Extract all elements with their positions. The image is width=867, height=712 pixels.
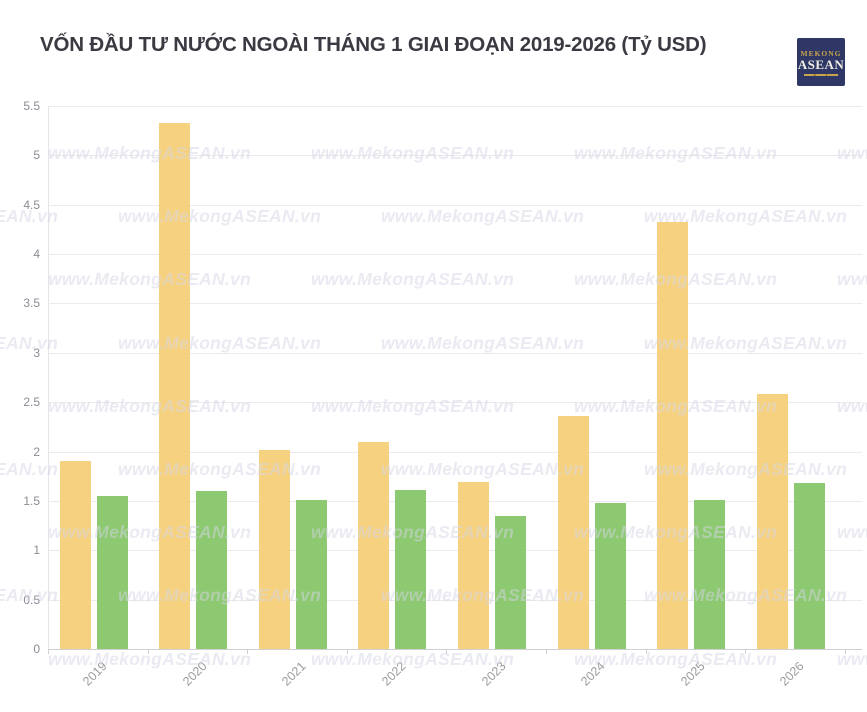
y-tick-label: 2 xyxy=(33,444,40,459)
y-tick-label: 0.5 xyxy=(23,592,40,607)
bar-2022-yellow-series[interactable] xyxy=(358,441,390,649)
x-axis-tick xyxy=(346,649,348,654)
bar-2025-green-series[interactable] xyxy=(694,499,726,649)
y-tick-label: 3 xyxy=(33,345,40,360)
y-tick-label: 5.5 xyxy=(23,99,40,113)
bar-2021-green-series[interactable] xyxy=(295,499,327,649)
x-tick-label: 2024 xyxy=(578,659,608,689)
bar-2019-yellow-series[interactable] xyxy=(59,461,91,649)
bar-2024-yellow-series[interactable] xyxy=(557,416,589,649)
y-tick-label: 4 xyxy=(33,247,40,262)
gridline xyxy=(48,352,862,354)
bar-2024-green-series[interactable] xyxy=(594,502,626,649)
mekong-asean-logo: MEKONG ASEAN xyxy=(797,38,845,86)
gridline xyxy=(48,451,862,453)
bar-2021-yellow-series[interactable] xyxy=(258,449,290,649)
y-tick-label: 3.5 xyxy=(23,296,40,311)
chart-title: VỐN ĐẦU TƯ NƯỚC NGOÀI THÁNG 1 GIAI ĐOẠN … xyxy=(40,33,707,56)
gridline xyxy=(48,204,862,206)
bar-2023-yellow-series[interactable] xyxy=(457,482,489,649)
x-axis-tick xyxy=(546,649,547,654)
logo-tagline-rule xyxy=(804,73,838,76)
gridline xyxy=(48,500,862,502)
bar-2022-green-series[interactable] xyxy=(395,490,427,649)
gridline xyxy=(48,155,862,157)
gridline xyxy=(48,402,862,404)
x-axis-tick xyxy=(844,649,846,654)
x-tick-label: 2025 xyxy=(677,659,708,689)
bar-2025-yellow-series[interactable] xyxy=(657,221,689,649)
gridline xyxy=(48,550,862,552)
x-axis-tick xyxy=(446,649,448,654)
y-tick-label: 5 xyxy=(33,148,40,163)
gridline xyxy=(48,106,862,107)
bar-2026-yellow-series[interactable] xyxy=(756,394,788,649)
bar-2019-green-series[interactable] xyxy=(96,495,128,649)
bar-2020-green-series[interactable] xyxy=(196,491,228,649)
x-tick-label: 2026 xyxy=(777,659,808,689)
bar-2020-yellow-series[interactable] xyxy=(159,122,191,649)
x-axis-tick xyxy=(745,649,747,654)
y-tick-label: 4.5 xyxy=(23,197,40,212)
bar-2023-green-series[interactable] xyxy=(494,515,526,649)
y-tick-label: 0 xyxy=(33,642,40,656)
gridline xyxy=(48,303,862,305)
x-tick-label: 2020 xyxy=(179,659,210,689)
x-axis-tick xyxy=(247,649,249,654)
x-axis-line xyxy=(48,649,862,650)
logo-text-mekong: MEKONG xyxy=(800,48,842,58)
x-tick-label: 2022 xyxy=(379,659,409,689)
gridline xyxy=(48,599,862,601)
y-tick-label: 2.5 xyxy=(23,395,40,410)
gridline xyxy=(48,254,862,256)
x-tick-label: 2019 xyxy=(80,659,110,689)
logo-text-asean: ASEAN xyxy=(797,56,845,72)
x-tick-label: 2021 xyxy=(279,659,310,689)
y-tick-label: 1.5 xyxy=(23,493,40,508)
x-axis-tick xyxy=(147,649,149,654)
bar-2026-green-series[interactable] xyxy=(793,483,825,649)
y-axis-line xyxy=(48,106,49,649)
x-axis-tick xyxy=(48,649,49,654)
x-axis-tick xyxy=(645,649,647,654)
x-tick-label: 2023 xyxy=(478,659,509,689)
y-tick-label: 1 xyxy=(33,543,40,558)
